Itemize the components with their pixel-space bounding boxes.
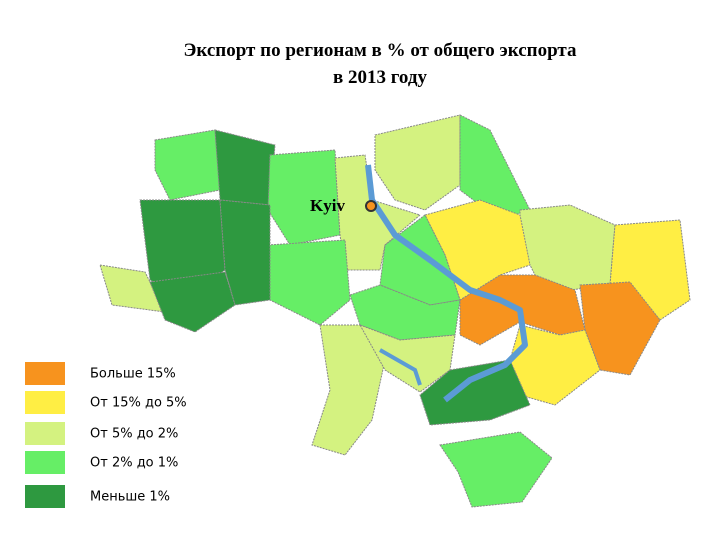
- region: [424, 199, 531, 301]
- legend-label: Меньше 1%: [90, 490, 170, 505]
- region: [219, 199, 271, 306]
- legend-label: От 5% до 2%: [90, 427, 178, 442]
- region: [267, 239, 351, 326]
- title-line: в 2013 году: [333, 67, 427, 88]
- title-line: Экспорт по регионам в % от общего экспор…: [184, 40, 577, 61]
- river: [365, 164, 528, 403]
- legend-label: От 15% до 5%: [90, 396, 187, 411]
- legend-swatch: [25, 391, 65, 414]
- city-marker: [365, 200, 377, 212]
- legend-swatch: [25, 422, 65, 445]
- legend: Больше 15% От 15% до 5% От 5% до 2% От 2% д…: [25, 362, 187, 508]
- region: [149, 271, 236, 333]
- region: [374, 114, 461, 211]
- legend-swatch: [25, 485, 65, 508]
- map: [99, 114, 691, 508]
- region: [519, 204, 616, 291]
- city-label: Kyiv: [310, 196, 345, 215]
- river: [379, 348, 422, 386]
- legend-label: Больше 15%: [90, 367, 176, 382]
- region: [214, 129, 276, 206]
- legend-swatch: [25, 362, 65, 385]
- region: [267, 149, 341, 246]
- region: [509, 324, 601, 406]
- region: [154, 129, 221, 201]
- region: [439, 431, 553, 508]
- legend-swatch: [25, 451, 65, 474]
- legend-label: От 2% до 1%: [90, 456, 178, 471]
- region: [311, 324, 386, 456]
- region: [349, 284, 461, 341]
